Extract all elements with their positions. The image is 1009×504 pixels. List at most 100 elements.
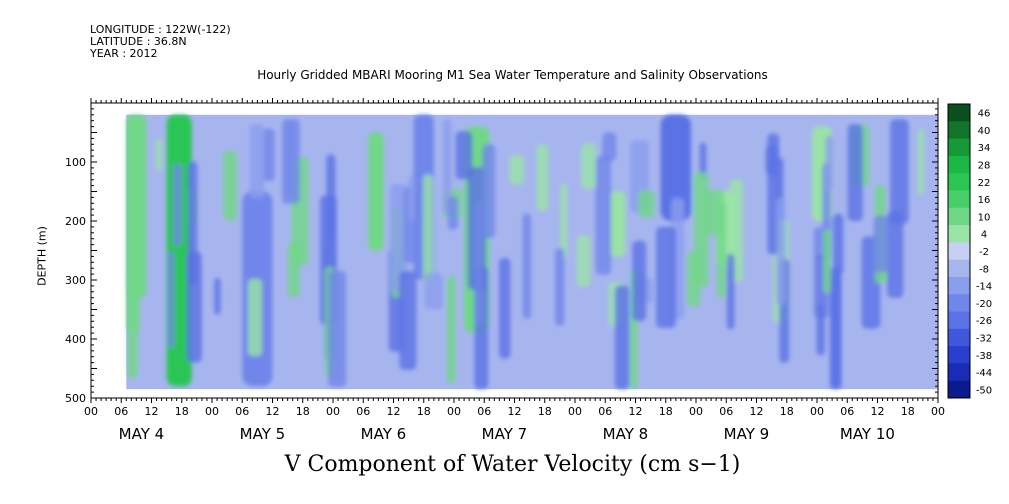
colorbar-swatch xyxy=(948,328,970,347)
heatmap-streak xyxy=(328,270,347,387)
heatmap-feature-2 xyxy=(368,132,384,251)
colorbar-swatch xyxy=(948,225,970,243)
x-tick-label: 18 xyxy=(538,405,552,418)
colorbar-swatch xyxy=(948,380,970,399)
colorbar-swatch xyxy=(948,138,970,157)
x-tick-label: 12 xyxy=(629,405,643,418)
heatmap-streak xyxy=(172,163,182,247)
day-label: MAY 9 xyxy=(724,425,770,443)
x-tick-label: 00 xyxy=(84,405,98,418)
heatmap-streak xyxy=(155,138,162,171)
colorbar-swatch xyxy=(948,276,970,295)
chart-title: Hourly Gridded MBARI Mooring M1 Sea Wate… xyxy=(257,68,768,82)
x-tick-label: 00 xyxy=(568,405,582,418)
day-label: MAY 10 xyxy=(840,425,895,443)
colorbar-label: -38 xyxy=(976,351,992,362)
day-label: MAY 5 xyxy=(240,425,286,443)
axes: 00 06 12 18 00 06 12 18 00 06 12 18 00 06 12 18 00 06 12 18… xyxy=(65,98,945,443)
heatmap-streak xyxy=(873,215,889,273)
colorbar-label: -8 xyxy=(979,264,989,275)
colorbar-label: -20 xyxy=(976,299,992,310)
heatmap-streak xyxy=(167,250,175,350)
colorbar-swatch xyxy=(948,207,970,226)
heatmap-streak xyxy=(776,197,786,306)
heatmap-streak xyxy=(446,275,456,384)
heatmap-streak xyxy=(247,278,263,357)
colorbar-swatch xyxy=(948,311,970,330)
colorbar-label: -14 xyxy=(976,282,992,293)
heatmap-streak xyxy=(726,253,735,330)
colorbar-label: -2 xyxy=(979,247,989,258)
heatmap-streak xyxy=(560,183,568,260)
x-tick-label: 00 xyxy=(931,405,945,418)
colorbar-label: 10 xyxy=(978,212,991,223)
heatmap-streak xyxy=(389,184,408,293)
colorbar-border xyxy=(947,103,971,399)
heatmap-streak xyxy=(917,128,925,196)
heatmap-streak xyxy=(825,135,834,192)
colorbar-label: -26 xyxy=(976,316,992,327)
day-label: MAY 4 xyxy=(119,425,165,443)
heatmap-streak xyxy=(399,271,417,370)
heatmap-streak xyxy=(442,118,452,216)
heatmap-streak xyxy=(408,175,416,221)
day-label: MAY 7 xyxy=(482,425,528,443)
heatmap-streak xyxy=(822,228,831,294)
x-tick-label: 00 xyxy=(810,405,824,418)
heatmap-streak xyxy=(522,213,532,319)
heatmap-streak xyxy=(455,130,473,180)
colorbar-swatch xyxy=(948,190,970,209)
colorbar: 46 40 34 28 22 16 10 4 -2 -8 -14 -20 -26 -32 -38 -44 -50 xyxy=(947,103,992,399)
heatmap-streak xyxy=(482,144,496,239)
y-tick-label: 400 xyxy=(65,333,86,346)
heatmap-streak xyxy=(686,251,701,307)
heatmap-streak xyxy=(638,190,655,218)
heatmap-field xyxy=(126,114,938,390)
latitude-label: LATITUDE : 36.8N xyxy=(90,35,187,48)
x-tick-label: 06 xyxy=(477,405,491,418)
colorbar-swatch xyxy=(948,363,970,382)
day-label: MAY 8 xyxy=(603,425,649,443)
x-tick-label: 00 xyxy=(326,405,340,418)
colorbar-swatch xyxy=(948,346,970,364)
colorbar-label: -32 xyxy=(976,333,992,344)
heatmap-streak xyxy=(424,273,443,310)
x-tick-label: 06 xyxy=(114,405,128,418)
year-label: YEAR : 2012 xyxy=(90,47,158,60)
x-tick-label: 06 xyxy=(235,405,249,418)
colorbar-label: 34 xyxy=(978,143,991,154)
x-tick-label: 18 xyxy=(296,405,310,418)
heatmap-feature-8 xyxy=(660,114,691,221)
y-tick-label: 500 xyxy=(65,392,86,405)
x-tick-label: 12 xyxy=(750,405,764,418)
heatmap-streak xyxy=(282,118,300,204)
colorbar-label: 28 xyxy=(978,161,991,172)
heatmap-streak xyxy=(632,240,647,322)
colorbar-label: 22 xyxy=(978,178,991,189)
heatmap-streak xyxy=(403,186,420,264)
x-tick-label: 18 xyxy=(780,405,794,418)
heatmap-streak xyxy=(887,211,904,298)
heatmap-streak xyxy=(614,285,630,390)
colorbar-label: 40 xyxy=(978,126,991,137)
heatmap-streak xyxy=(595,155,612,275)
heatmap-streak xyxy=(422,174,433,287)
heatmap-streak xyxy=(555,247,565,327)
heatmap-streak xyxy=(602,132,617,161)
heatmap-streak xyxy=(847,124,863,222)
y-tick-label: 300 xyxy=(65,274,86,287)
x-tick-label: 00 xyxy=(205,405,219,418)
heatmap-streak xyxy=(326,154,336,244)
colorbar-label: -44 xyxy=(976,368,992,379)
x-tick-label: 06 xyxy=(598,405,612,418)
colorbar-swatch xyxy=(948,121,970,140)
heatmap-streak xyxy=(214,277,221,315)
heatmap-streak xyxy=(576,235,591,287)
x-tick-label: 12 xyxy=(508,405,522,418)
heatmap-streak xyxy=(249,124,265,199)
colorbar-label: 4 xyxy=(981,230,987,241)
heatmap-streak xyxy=(536,144,549,211)
heatmap-streak xyxy=(699,142,707,180)
x-tick-label: 06 xyxy=(840,405,854,418)
